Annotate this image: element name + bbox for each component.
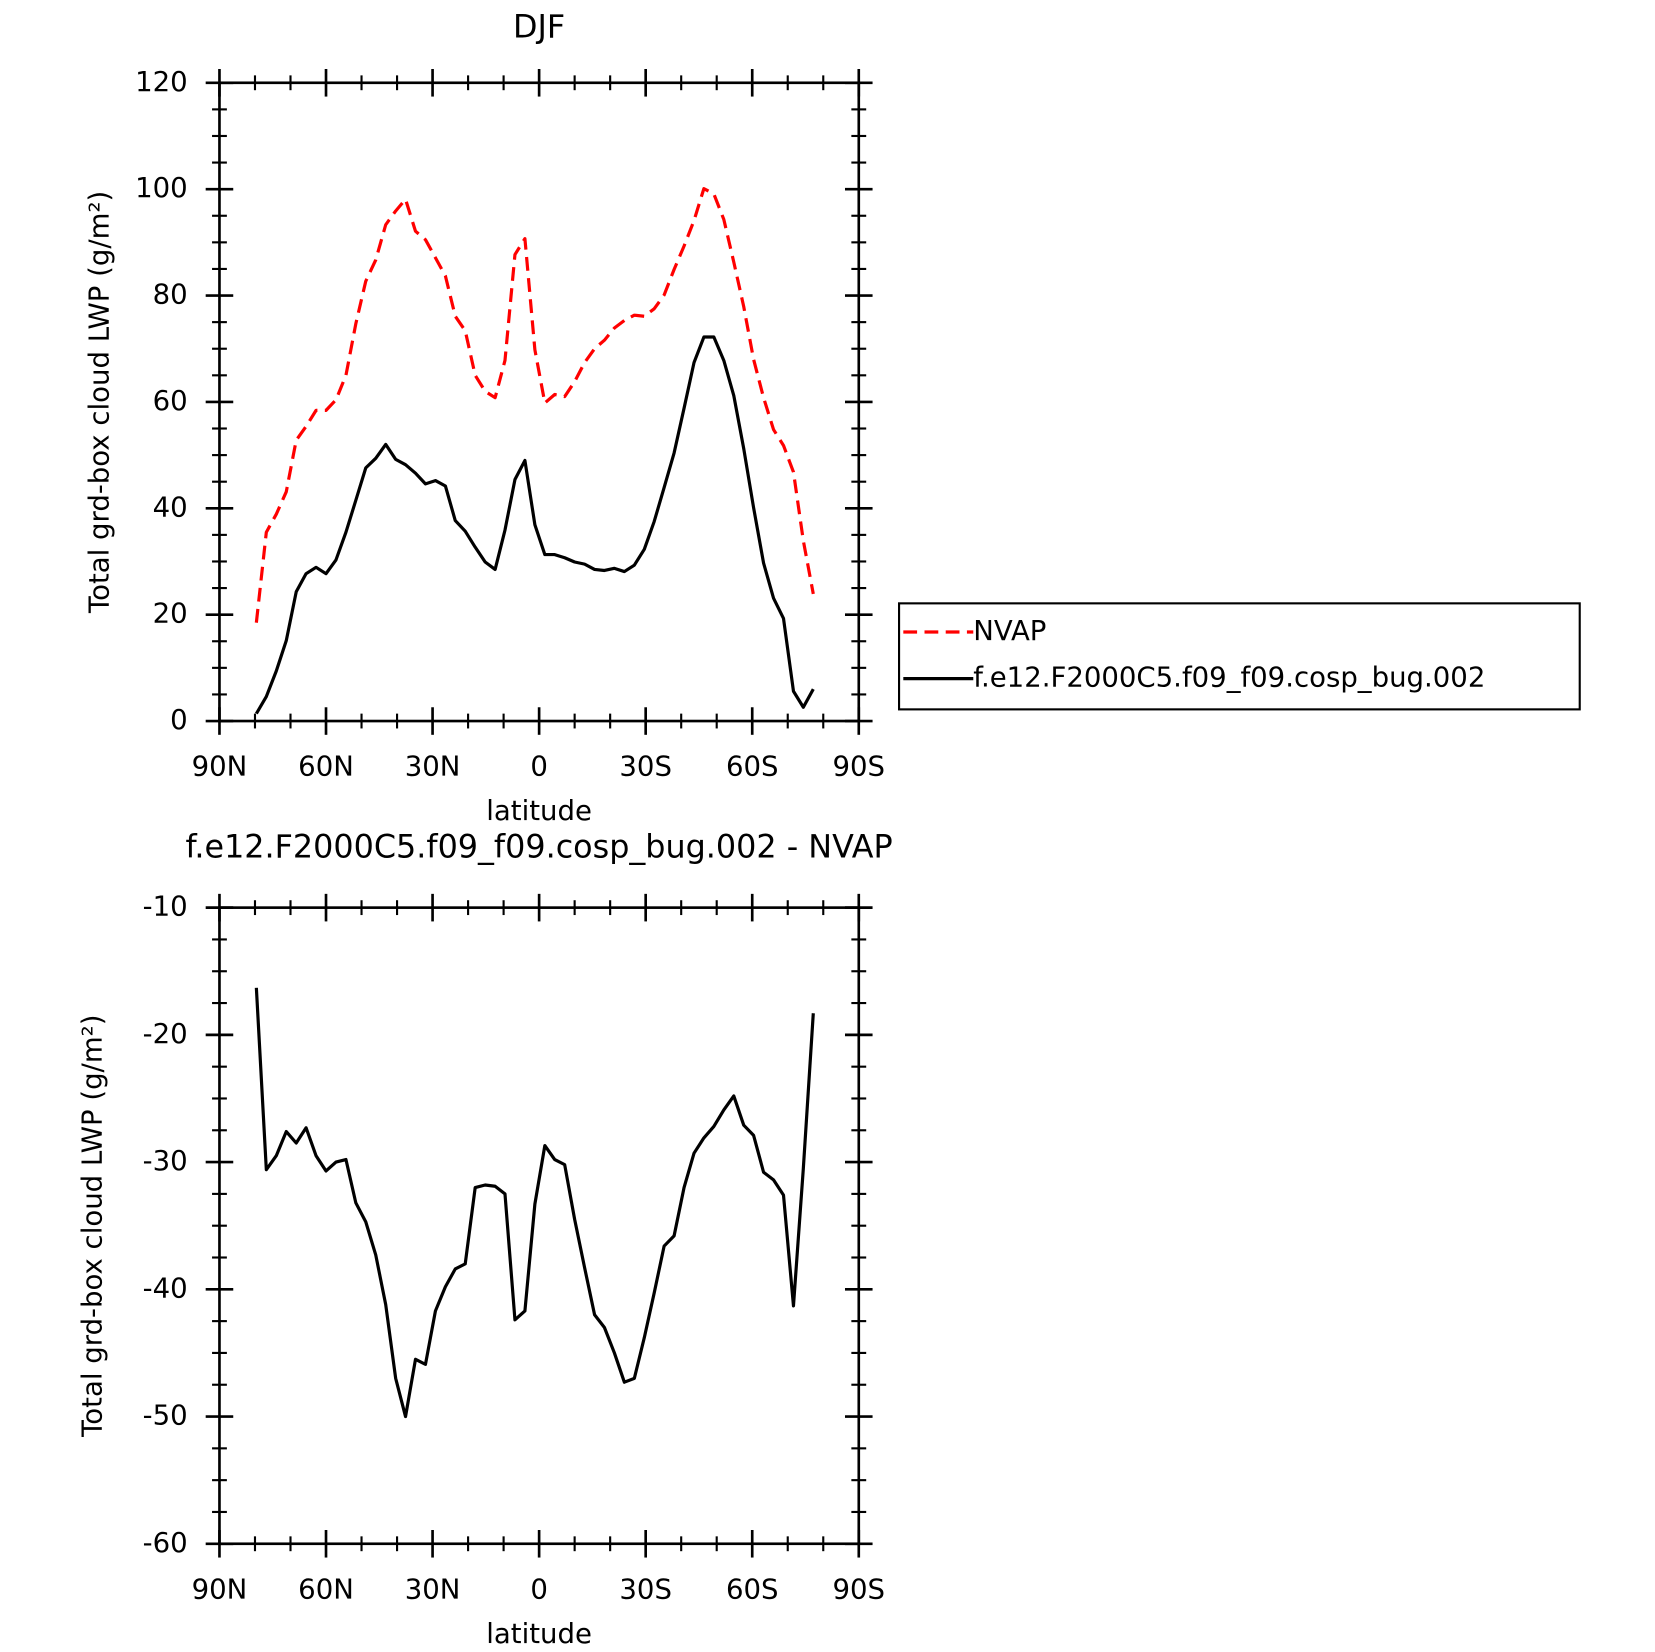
x-tick-label: 0 bbox=[530, 751, 548, 783]
x-tick-label: 0 bbox=[530, 1573, 548, 1605]
x-tick-label: 90N bbox=[192, 751, 248, 783]
y-tick-label: -40 bbox=[143, 1272, 188, 1304]
series-line bbox=[254, 987, 815, 1419]
y-tick-label: -20 bbox=[143, 1018, 188, 1050]
y-tick-label: -60 bbox=[143, 1527, 188, 1559]
y-tick-label: 0 bbox=[170, 704, 188, 736]
chart-title: f.e12.F2000C5.f09_f09.cosp_bug.002 - NVA… bbox=[186, 828, 893, 865]
plot-frame bbox=[218, 81, 861, 723]
y-tick-label: -10 bbox=[143, 891, 188, 923]
y-tick-label: 80 bbox=[153, 279, 188, 311]
x-tick-label: 30S bbox=[619, 751, 672, 783]
y-tick-label: -50 bbox=[143, 1400, 188, 1432]
x-tick-label: 30N bbox=[405, 1573, 461, 1605]
x-tick-label: 60S bbox=[726, 1573, 779, 1605]
x-tick-label: 30S bbox=[619, 1573, 672, 1605]
x-axis-label: latitude bbox=[486, 795, 592, 827]
y-tick-label: 100 bbox=[135, 172, 188, 204]
y-tick-label: -30 bbox=[143, 1145, 188, 1177]
y-tick-label: 40 bbox=[153, 491, 188, 523]
y-axis-label: Total grd-box cloud LWP (g/m²) bbox=[76, 1015, 108, 1438]
y-axis-label: Total grd-box cloud LWP (g/m²) bbox=[84, 191, 116, 614]
x-axis-label: latitude bbox=[486, 1618, 592, 1650]
x-tick-label: 60N bbox=[298, 1573, 354, 1605]
y-tick-label: 20 bbox=[153, 598, 188, 630]
x-tick-label: 90S bbox=[833, 751, 886, 783]
legend-label: f.e12.F2000C5.f09_f09.cosp_bug.002 bbox=[973, 662, 1485, 694]
y-tick-label: 120 bbox=[135, 66, 188, 98]
x-tick-label: 90S bbox=[833, 1573, 886, 1605]
y-tick-label: 60 bbox=[153, 385, 188, 417]
x-tick-label: 60S bbox=[726, 751, 779, 783]
chart-title: DJF bbox=[513, 9, 565, 46]
legend-label: NVAP bbox=[973, 615, 1046, 647]
legend-frame bbox=[898, 602, 1581, 711]
x-tick-label: 60N bbox=[298, 751, 354, 783]
x-tick-label: 30N bbox=[405, 751, 461, 783]
x-tick-label: 90N bbox=[192, 1573, 248, 1605]
series-line bbox=[254, 335, 815, 715]
series-line bbox=[254, 187, 815, 623]
plot-frame bbox=[218, 906, 861, 1546]
